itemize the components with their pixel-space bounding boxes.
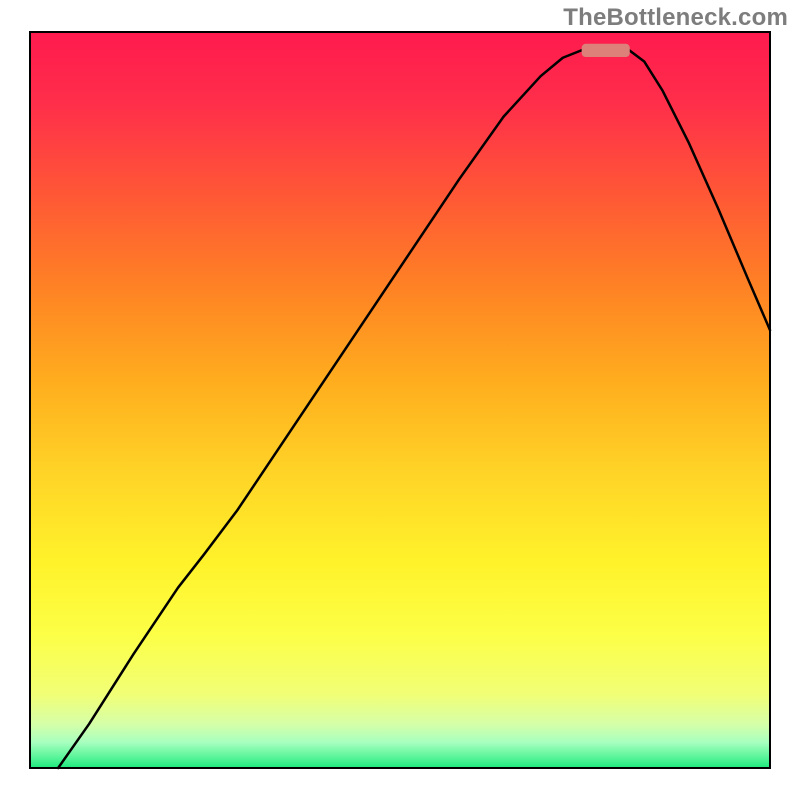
chart-container: TheBottleneck.com <box>0 0 800 800</box>
optimal-marker <box>582 44 630 57</box>
plot-background <box>30 32 770 768</box>
bottleneck-chart <box>0 0 800 800</box>
watermark-text: TheBottleneck.com <box>563 4 788 32</box>
